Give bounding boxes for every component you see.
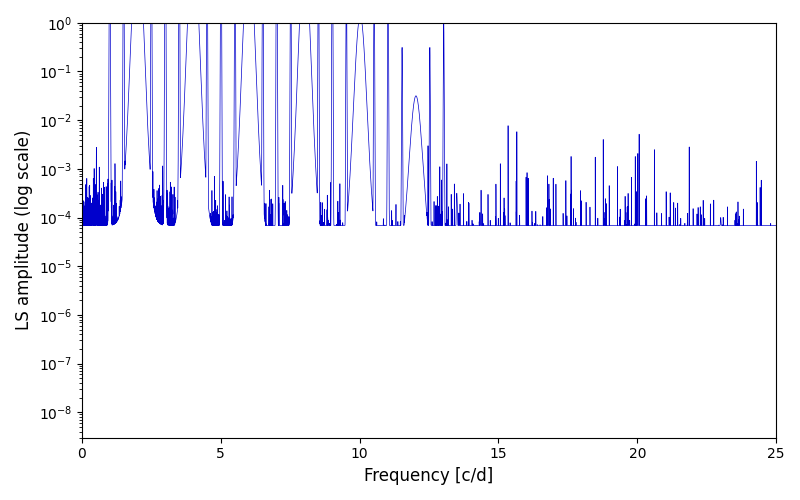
X-axis label: Frequency [c/d]: Frequency [c/d] [364, 467, 494, 485]
Y-axis label: LS amplitude (log scale): LS amplitude (log scale) [15, 130, 33, 330]
